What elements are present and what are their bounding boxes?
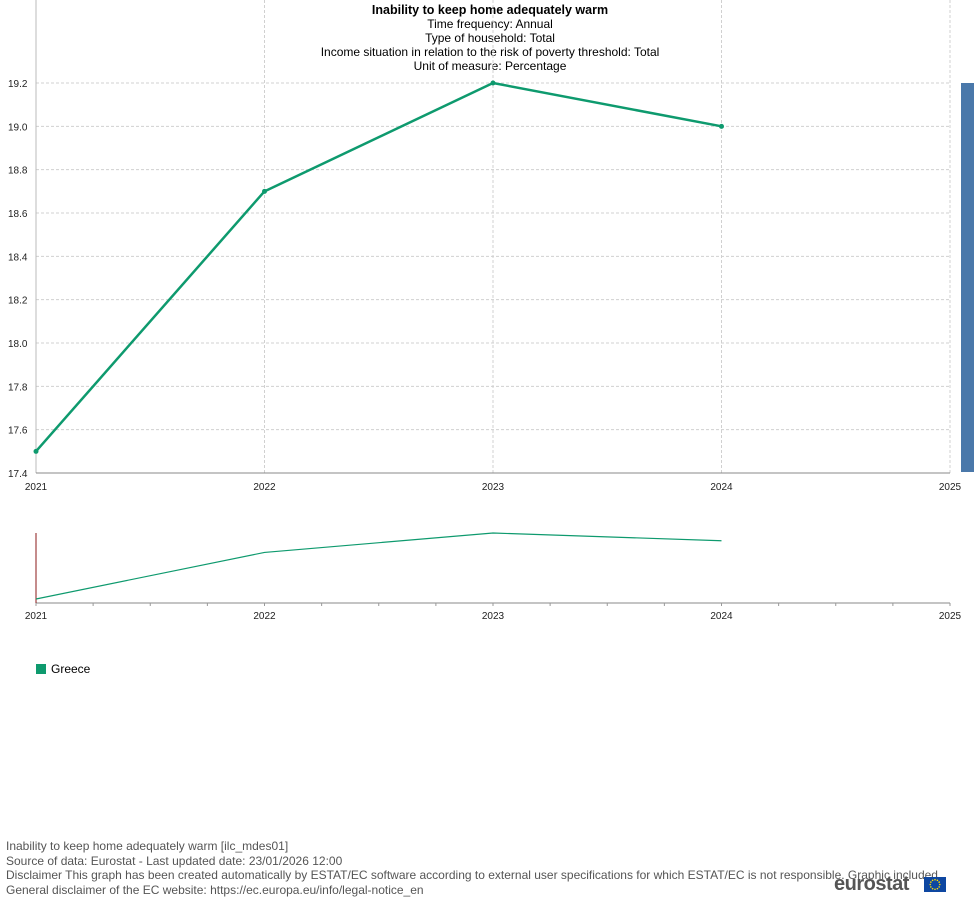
footer-dataset: Inability to keep home adequately warm […: [6, 839, 289, 853]
y-tick-label-18.2: 18.2: [8, 296, 28, 307]
flag-star: [936, 879, 939, 882]
y-axis-tick-labels: 17.4 17.6 17.8 18.0 18.2 18.4 18.6 18.8 19.0 19.2: [8, 79, 28, 480]
chart-title: Inability to keep home adequately warm: [371, 3, 609, 17]
navigator-tick-label-2021: 2021: [25, 611, 48, 622]
flag-star: [929, 883, 931, 886]
navigator-series-line-greece: [35, 532, 722, 600]
navigator-tick-label-2025: 2025: [939, 611, 962, 622]
subtitle-time-frequency: Time frequency: Annual: [427, 17, 553, 31]
flag-star: [930, 881, 932, 883]
data-point-greece-2024: [719, 123, 724, 129]
y-tick-label-19.0: 19.0: [8, 122, 28, 133]
subtitle-unit: Unit of measure: Percentage: [413, 59, 567, 73]
eu-flag-icon: [924, 877, 946, 892]
eurostat-logo: eurostat: [834, 873, 946, 895]
series-line-greece: [35, 81, 722, 453]
footer-ec-disclaimer: General disclaimer of the EC website: ht…: [6, 882, 424, 897]
flag-star: [938, 881, 940, 883]
flag-star: [936, 887, 939, 890]
legend-label-greece[interactable]: Greece: [51, 662, 91, 676]
data-point-greece-2021: [33, 448, 39, 454]
flag-star: [934, 888, 936, 891]
flag-star: [931, 879, 934, 882]
y-tick-label-17.8: 17.8: [8, 382, 28, 393]
chart-grid: [35, 0, 951, 474]
legend-swatch-greece: [36, 664, 46, 674]
flag-star: [931, 887, 934, 890]
y-tick-label-19.2: 19.2: [8, 79, 28, 90]
footer-source: Source of data: Eurostat - Last updated …: [6, 853, 343, 868]
flag-star: [934, 878, 936, 881]
footer: Inability to keep home adequately warm […: [6, 839, 938, 897]
x-axis-tick-labels: 2021 2022 2023 2024 2025: [25, 482, 962, 493]
x-tick-label-2025: 2025: [939, 482, 962, 493]
navigator: 2021 2022 2023 2024 2025: [25, 532, 962, 622]
navigator-tick-label-2024: 2024: [710, 611, 733, 622]
y-tick-label-18.4: 18.4: [8, 252, 28, 263]
x-tick-label-2024: 2024: [710, 482, 733, 493]
eurostat-logo-text: eurostat: [834, 873, 909, 895]
data-point-greece-2023: [490, 80, 496, 86]
subtitle-income-situation: Income situation in relation to the risk…: [320, 45, 660, 59]
footer-disclaimer: Disclaimer This graph has been created a…: [6, 868, 938, 882]
x-tick-label-2021: 2021: [25, 482, 48, 493]
flag-star: [930, 886, 932, 888]
flag-star: [939, 883, 941, 886]
subtitle-household-type: Type of household: Total: [425, 31, 555, 45]
y-tick-label-17.6: 17.6: [8, 426, 28, 437]
series-lines: [33, 80, 724, 454]
flag-star: [938, 886, 940, 888]
navigator-tick-label-2022: 2022: [253, 611, 276, 622]
y-tick-label-18.0: 18.0: [8, 339, 28, 350]
legend[interactable]: Greece: [36, 662, 90, 676]
y-tick-label-18.8: 18.8: [8, 166, 28, 177]
data-point-greece-2022: [262, 188, 267, 194]
x-tick-label-2022: 2022: [253, 482, 276, 493]
y-tick-label-17.4: 17.4: [8, 469, 28, 480]
navigator-tick-label-2023: 2023: [482, 611, 505, 622]
vertical-scrollbar[interactable]: [961, 83, 974, 472]
y-tick-label-18.6: 18.6: [8, 209, 28, 220]
x-tick-label-2023: 2023: [482, 482, 505, 493]
chart-header: Inability to keep home adequately warm T…: [0, 3, 980, 73]
